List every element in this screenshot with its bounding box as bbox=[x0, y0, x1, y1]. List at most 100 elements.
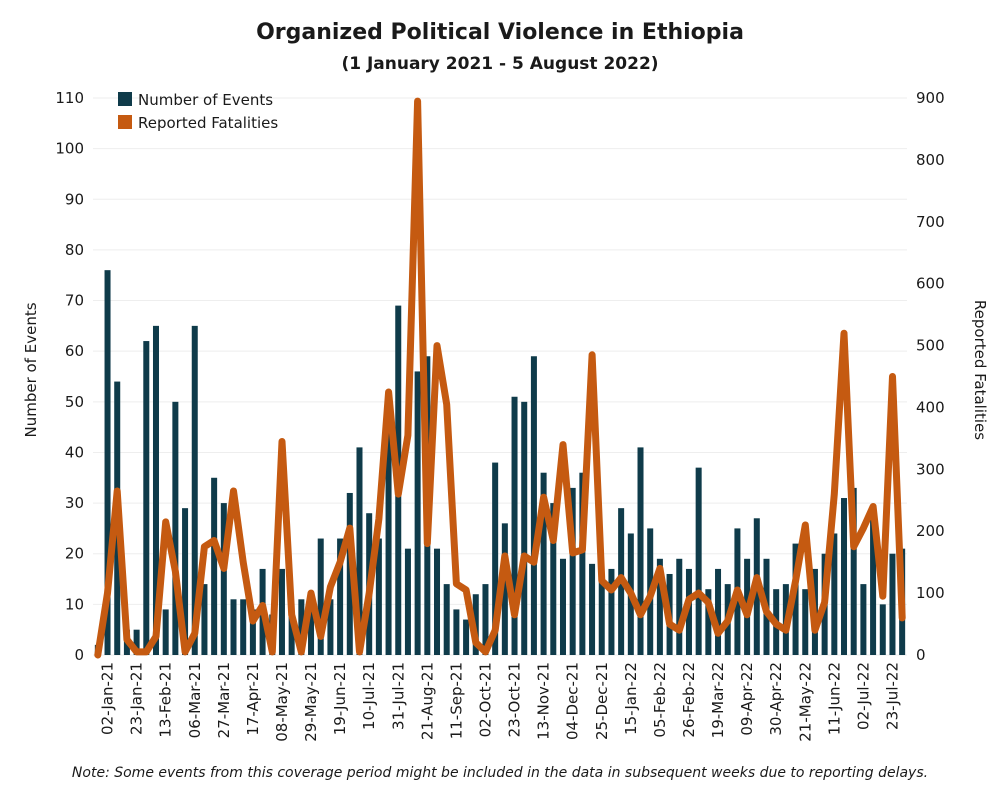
bar bbox=[792, 543, 799, 655]
right-tick-label: 400 bbox=[916, 398, 945, 416]
legend-swatch-fatalities bbox=[118, 115, 132, 129]
bar bbox=[356, 447, 363, 655]
right-tick-label: 600 bbox=[916, 275, 945, 293]
bar bbox=[802, 589, 809, 655]
bar bbox=[501, 523, 508, 655]
legend-label-fatalities: Reported Fatalities bbox=[138, 114, 278, 132]
left-tick-label: 90 bbox=[65, 190, 84, 208]
bar bbox=[656, 558, 663, 655]
bar bbox=[831, 533, 838, 655]
bar bbox=[201, 584, 208, 655]
bar bbox=[841, 498, 848, 655]
bar bbox=[579, 472, 586, 655]
bar bbox=[434, 548, 441, 655]
fatalities-line bbox=[94, 97, 906, 659]
left-tick-label: 20 bbox=[65, 545, 84, 563]
left-tick-label: 0 bbox=[74, 646, 84, 664]
bar bbox=[530, 356, 537, 655]
bar bbox=[143, 341, 150, 655]
x-tick-label: 23-Oct-21 bbox=[506, 662, 524, 737]
right-axis: 0 100 200 300 400 500 600 700 800 900 bbox=[916, 89, 945, 664]
left-tick-label: 10 bbox=[65, 595, 84, 613]
bar bbox=[695, 467, 702, 655]
bar bbox=[676, 558, 683, 655]
x-tick-label: 13-Nov-21 bbox=[535, 662, 553, 740]
bar bbox=[308, 604, 315, 655]
x-tick-label: 08-May-21 bbox=[273, 662, 291, 742]
left-tick-label: 60 bbox=[65, 342, 84, 360]
x-tick-label: 30-Apr-22 bbox=[767, 662, 785, 736]
gridlines bbox=[93, 97, 907, 656]
bar bbox=[589, 563, 596, 655]
bar bbox=[492, 462, 499, 655]
bar bbox=[453, 609, 460, 655]
left-tick-label: 40 bbox=[65, 443, 84, 461]
x-tick-label: 02-Oct-21 bbox=[476, 662, 494, 737]
x-tick-label: 29-May-21 bbox=[302, 662, 320, 742]
bar bbox=[211, 477, 218, 655]
x-tick-label: 19-Mar-22 bbox=[709, 662, 727, 738]
bar bbox=[288, 614, 295, 655]
chart-title: Organized Political Violence in Ethiopia bbox=[256, 20, 744, 45]
legend: Number of Events Reported Fatalities bbox=[118, 91, 278, 132]
bar bbox=[249, 609, 256, 655]
x-tick-label: 10-Jul-21 bbox=[360, 662, 378, 730]
x-tick-label: 06-Mar-21 bbox=[186, 662, 204, 738]
bar bbox=[133, 629, 140, 655]
bar bbox=[414, 371, 421, 655]
right-axis-title: Reported Fatalities bbox=[971, 300, 989, 440]
x-tick-label: 23-Jul-22 bbox=[883, 662, 901, 730]
bar bbox=[152, 325, 159, 655]
bar bbox=[375, 538, 382, 655]
bar bbox=[463, 619, 470, 655]
left-tick-label: 100 bbox=[55, 140, 84, 158]
bar bbox=[559, 558, 566, 655]
bar bbox=[443, 584, 450, 655]
bar bbox=[278, 568, 285, 655]
bar bbox=[104, 270, 111, 655]
bar bbox=[182, 508, 189, 655]
bar bbox=[191, 325, 198, 655]
left-axis: 0 10 20 30 40 50 60 70 80 90 100 110 bbox=[55, 89, 84, 664]
x-tick-label: 21-May-22 bbox=[796, 662, 814, 742]
x-tick-label: 11-Sep-21 bbox=[447, 662, 465, 739]
legend-swatch-events bbox=[118, 92, 132, 106]
right-tick-label: 0 bbox=[916, 646, 926, 664]
left-tick-label: 110 bbox=[55, 89, 84, 107]
bar bbox=[240, 599, 247, 655]
bar bbox=[385, 427, 392, 655]
right-tick-label: 900 bbox=[916, 89, 945, 107]
bar bbox=[317, 538, 324, 655]
left-tick-label: 80 bbox=[65, 241, 84, 259]
bar bbox=[511, 396, 518, 655]
x-tick-label: 15-Jan-22 bbox=[622, 662, 640, 735]
x-tick-label: 04-Dec-21 bbox=[564, 662, 582, 740]
bar bbox=[230, 599, 237, 655]
bar bbox=[850, 487, 857, 655]
bar bbox=[879, 604, 886, 655]
right-tick-label: 800 bbox=[916, 151, 945, 169]
chart-canvas: 0 10 20 30 40 50 60 70 80 90 100 110 0 100 200 300 400 5… bbox=[22, 89, 989, 742]
bar bbox=[569, 487, 576, 655]
bar bbox=[220, 503, 227, 655]
left-tick-label: 50 bbox=[65, 393, 84, 411]
bar bbox=[482, 584, 489, 655]
x-tick-label: 02-Jul-22 bbox=[854, 662, 872, 730]
right-tick-label: 500 bbox=[916, 337, 945, 355]
bar bbox=[860, 584, 867, 655]
left-axis-title: Number of Events bbox=[22, 302, 40, 437]
x-axis: 02-Jan-21 23-Jan-21 13-Feb-21 06-Mar-21 27-M… bbox=[99, 662, 902, 742]
fatalities-series bbox=[94, 97, 906, 659]
chart-subtitle: (1 January 2021 - 5 August 2022) bbox=[341, 54, 659, 74]
x-tick-label: 25-Dec-21 bbox=[593, 662, 611, 740]
right-tick-label: 700 bbox=[916, 213, 945, 231]
legend-label-events: Number of Events bbox=[138, 91, 273, 109]
x-tick-label: 23-Jan-21 bbox=[128, 662, 146, 735]
right-tick-label: 300 bbox=[916, 460, 945, 478]
bar bbox=[715, 568, 722, 655]
x-tick-label: 11-Jun-22 bbox=[825, 662, 843, 735]
left-tick-label: 70 bbox=[65, 292, 84, 310]
x-tick-label: 05-Feb-22 bbox=[651, 662, 669, 738]
bar bbox=[346, 492, 353, 655]
bar bbox=[521, 401, 528, 655]
